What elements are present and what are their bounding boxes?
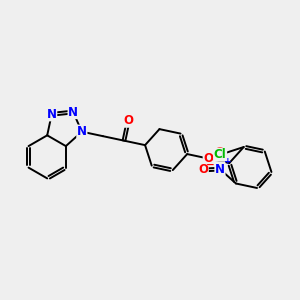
Text: N: N [68,106,78,118]
Text: Cl: Cl [214,148,226,161]
Text: O: O [198,164,208,176]
Text: O: O [203,152,213,165]
Text: −: − [206,160,215,170]
Text: +: + [224,157,231,166]
Text: N: N [47,108,57,121]
Text: O: O [123,114,133,127]
Text: N: N [215,163,225,176]
Text: O: O [214,146,224,159]
Text: N: N [77,125,87,138]
